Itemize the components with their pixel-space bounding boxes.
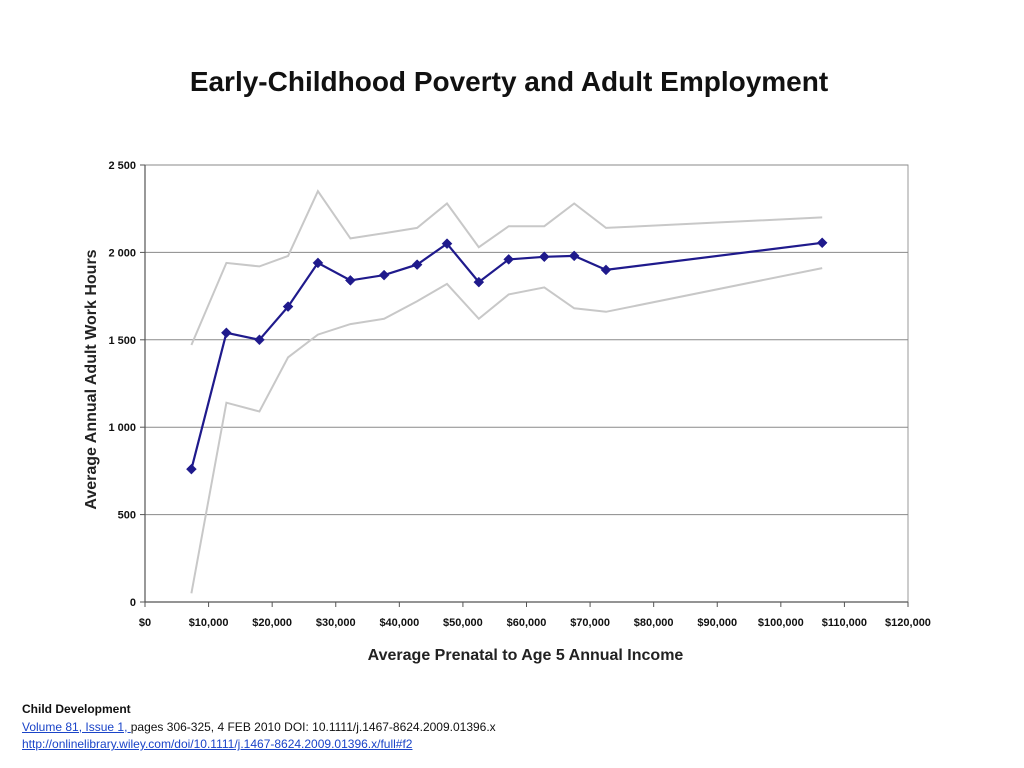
x-tick-label: $0 <box>139 617 151 629</box>
data-point <box>221 327 232 339</box>
x-tick-label: $40,000 <box>379 617 419 629</box>
data-point <box>312 257 324 269</box>
x-axis-title: Average Prenatal to Age 5 Annual Income <box>368 647 684 664</box>
citation-details: pages 306-325, 4 FEB 2010 DOI: 10.1111/j… <box>130 719 496 734</box>
data-point <box>568 250 580 262</box>
data-point <box>378 269 390 281</box>
y-tick-label: 2 000 <box>108 247 136 259</box>
series-line-band <box>190 267 823 594</box>
data-point <box>503 254 515 265</box>
x-tick-label: $120,000 <box>885 617 931 629</box>
x-tick-label: $10,000 <box>189 617 229 629</box>
data-point <box>282 301 294 312</box>
x-tick-label: $100,000 <box>758 617 804 629</box>
x-tick-label: $50,000 <box>443 617 483 629</box>
y-tick-label: 500 <box>118 510 136 522</box>
plot-area <box>144 164 909 603</box>
slide-title: Early-Childhood Poverty and Adult Employ… <box>189 66 829 97</box>
y-tick-label: 2 500 <box>108 160 136 172</box>
x-tick-label: $90,000 <box>697 617 737 629</box>
citation-journal: Child Development <box>22 702 131 716</box>
data-point <box>254 334 265 346</box>
citation-volume-link[interactable]: Volume 81, Issue 1, <box>22 719 131 734</box>
data-point <box>473 276 485 288</box>
x-tick-label: $80,000 <box>634 617 674 629</box>
data-point <box>345 275 356 286</box>
x-tick-label: $110,000 <box>822 617 867 629</box>
data-point <box>411 259 423 270</box>
data-point <box>538 251 550 263</box>
data-point <box>600 264 612 276</box>
y-tick-label: 1 000 <box>108 422 136 434</box>
x-tick-label: $60,000 <box>507 617 547 629</box>
y-tick-label: 0 <box>130 597 136 609</box>
x-tick-label: $70,000 <box>570 617 610 629</box>
y-tick-label: 1 500 <box>108 335 136 347</box>
data-point <box>816 237 828 249</box>
citation-url-link[interactable]: http://onlinelibrary.wiley.com/doi/10.11… <box>22 737 413 751</box>
citation: Child Development Volume 81, Issue 1, pa… <box>22 701 496 754</box>
data-point <box>186 463 197 475</box>
citation-volume-line: Volume 81, Issue 1, pages 306-325, 4 FEB… <box>22 719 496 737</box>
x-tick-label: $30,000 <box>316 617 356 629</box>
y-axis-title: Average Annual Adult Work Hours <box>83 249 100 509</box>
data-point <box>441 238 453 250</box>
x-tick-label: $20,000 <box>252 617 292 629</box>
series-line-band <box>190 189 823 346</box>
